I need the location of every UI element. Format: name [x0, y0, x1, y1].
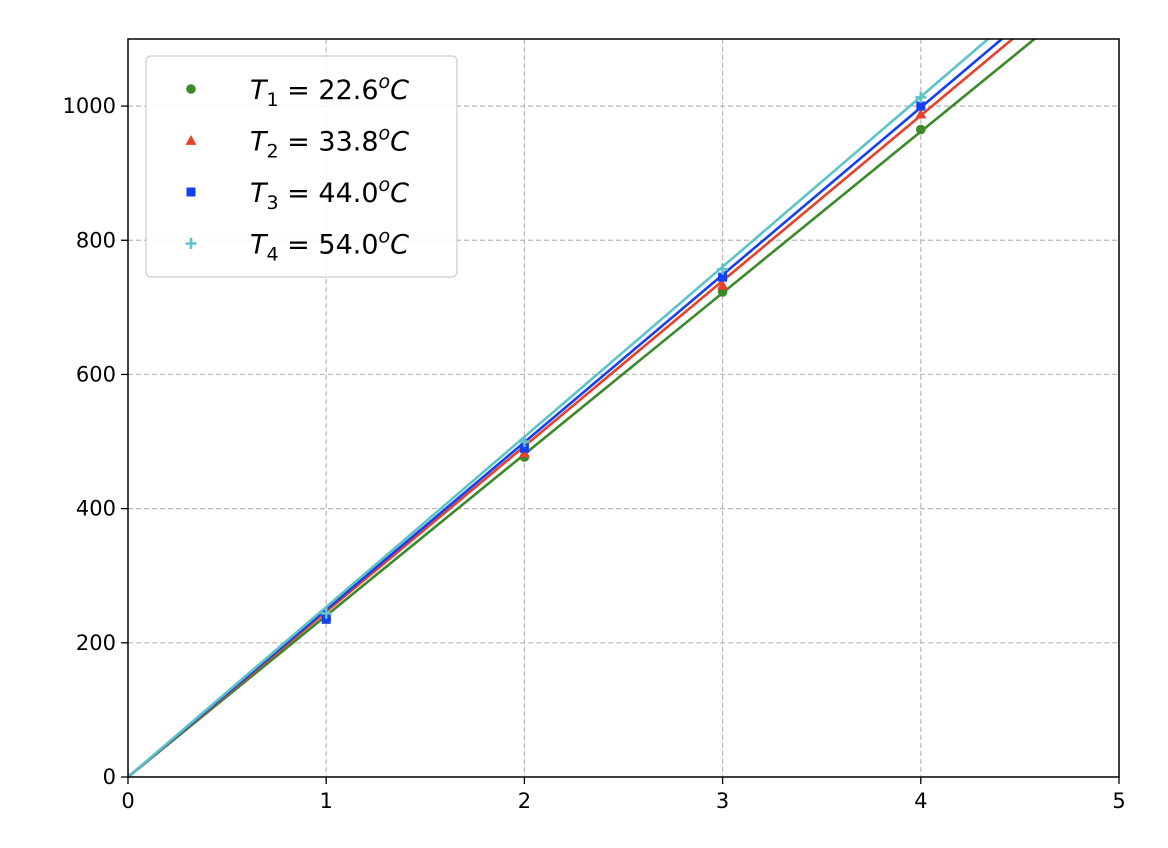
data-point-series-3: [321, 614, 331, 624]
legend-subscript: 1: [267, 89, 279, 111]
legend-subscript: 2: [267, 141, 279, 163]
legend-marker-series-2: [185, 135, 197, 145]
axis-ticks: 0 1 2 3 4 5 0 200 400 600 800 1000: [63, 94, 1126, 813]
fit-line-series-4: [128, 39, 991, 777]
data-point-series-4: [518, 436, 530, 448]
legend-symbol: T: [250, 75, 269, 106]
x-tick-label: 0: [121, 789, 134, 813]
data-markers: [320, 91, 927, 624]
legend-subscript: 4: [267, 244, 279, 266]
legend-superscript: o: [379, 226, 391, 248]
plot-frame: [127, 38, 1120, 778]
x-tick-label: 1: [320, 789, 333, 813]
legend-marker-series-3: [186, 187, 196, 197]
legend-symbol: T: [250, 127, 269, 158]
legend-label-series-2: T2 = 33.8oC: [250, 123, 409, 163]
data-point-series-3: [519, 443, 529, 453]
x-tick-label: 5: [1112, 789, 1125, 813]
legend-symbol: T: [250, 230, 269, 261]
legend-symbol: T: [250, 178, 269, 209]
x-tick-label: 3: [716, 789, 729, 813]
legend-equals: =: [279, 127, 319, 158]
legend-equals: =: [279, 230, 319, 261]
y-tick-label: 400: [76, 497, 116, 521]
data-point-series-4: [320, 607, 332, 619]
legend-box: [145, 55, 458, 278]
data-point-series-2: [915, 108, 927, 119]
legend-label-series-3: T3 = 44.0oC: [250, 174, 409, 214]
fit-lines: [128, 39, 1037, 777]
legend-unit: C: [390, 178, 409, 209]
legend-label-series-4: T4 = 54.0oC: [250, 226, 409, 266]
legend-superscript: o: [379, 174, 391, 196]
y-tick-label: 0: [103, 765, 116, 789]
legend-marker-series-1: [186, 84, 196, 94]
legend-equals: =: [279, 75, 319, 106]
legend-value: 44.0: [318, 178, 378, 209]
x-tick-label: 2: [518, 789, 531, 813]
data-point-series-3: [916, 101, 926, 111]
legend-unit: C: [390, 75, 409, 106]
legend-unit: C: [390, 127, 409, 158]
legend-unit: C: [390, 230, 409, 261]
data-point-series-4: [717, 263, 729, 275]
fit-line-series-1: [128, 39, 1037, 777]
x-tick-label: 4: [914, 789, 927, 813]
data-point-series-3: [718, 272, 728, 282]
legend-value: 22.6: [318, 75, 378, 106]
data-point-series-4: [915, 91, 927, 103]
data-point-series-2: [717, 279, 729, 290]
legend-label-series-1: T1 = 22.6oC: [250, 71, 409, 111]
y-tick-label: 800: [76, 228, 116, 252]
legend-superscript: o: [379, 71, 391, 93]
legend-value: 33.8: [318, 127, 378, 158]
y-tick-label: 600: [76, 362, 116, 386]
legend-marker-series-4: [185, 238, 197, 249]
legend-value: 54.0: [318, 230, 378, 261]
y-tick-label: 200: [76, 631, 116, 655]
legend-equals: =: [279, 178, 319, 209]
fit-line-series-3: [128, 39, 1004, 777]
legend-superscript: o: [379, 123, 391, 145]
legend-subscript: 3: [267, 192, 279, 214]
y-tick-label: 1000: [63, 94, 116, 118]
data-point-series-1: [916, 124, 926, 135]
